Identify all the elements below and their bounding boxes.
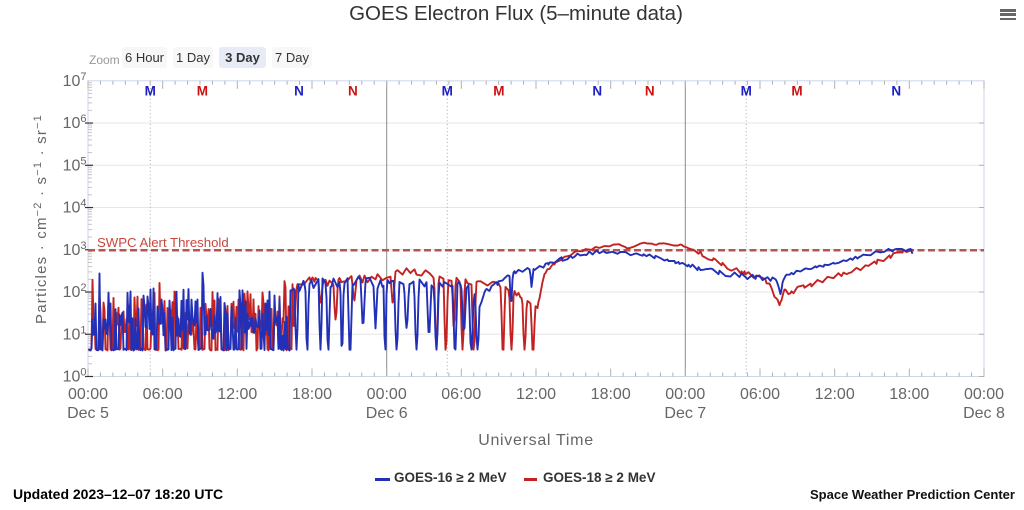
- svg-text:104: 104: [63, 198, 87, 217]
- svg-text:101: 101: [63, 324, 87, 343]
- svg-text:N: N: [592, 84, 602, 99]
- svg-text:N: N: [645, 84, 655, 99]
- svg-text:12:00: 12:00: [815, 386, 855, 403]
- svg-text:102: 102: [63, 282, 87, 301]
- svg-text:06:00: 06:00: [441, 386, 481, 403]
- svg-text:M: M: [791, 84, 802, 99]
- svg-text:M: M: [442, 84, 453, 99]
- svg-text:M: M: [197, 84, 208, 99]
- svg-text:105: 105: [63, 155, 87, 174]
- svg-text:N: N: [294, 84, 304, 99]
- svg-text:Dec 7: Dec 7: [664, 405, 706, 422]
- svg-text:SWPC Alert Threshold: SWPC Alert Threshold: [97, 235, 229, 250]
- svg-text:18:00: 18:00: [292, 386, 332, 403]
- svg-text:Dec 8: Dec 8: [963, 405, 1005, 422]
- svg-text:100: 100: [63, 367, 87, 386]
- svg-text:18:00: 18:00: [591, 386, 631, 403]
- svg-text:06:00: 06:00: [143, 386, 183, 403]
- svg-text:00:00: 00:00: [665, 386, 705, 403]
- svg-text:Universal Time: Universal Time: [478, 432, 594, 449]
- svg-text:Particles · cm−2 · s−1 · sr−1: Particles · cm−2 · s−1 · sr−1: [32, 114, 50, 324]
- svg-text:N: N: [891, 84, 901, 99]
- svg-text:00:00: 00:00: [367, 386, 407, 403]
- svg-text:107: 107: [63, 71, 87, 90]
- svg-text:103: 103: [63, 240, 87, 259]
- svg-text:N: N: [348, 84, 358, 99]
- svg-text:106: 106: [63, 113, 87, 132]
- svg-text:00:00: 00:00: [68, 386, 108, 403]
- svg-text:M: M: [145, 84, 156, 99]
- svg-text:00:00: 00:00: [964, 386, 1004, 403]
- svg-text:18:00: 18:00: [889, 386, 929, 403]
- svg-text:12:00: 12:00: [516, 386, 556, 403]
- svg-text:M: M: [493, 84, 504, 99]
- svg-text:Dec 5: Dec 5: [67, 405, 109, 422]
- svg-text:Dec 6: Dec 6: [366, 405, 408, 422]
- svg-text:M: M: [741, 84, 752, 99]
- svg-text:12:00: 12:00: [217, 386, 257, 403]
- svg-text:06:00: 06:00: [740, 386, 780, 403]
